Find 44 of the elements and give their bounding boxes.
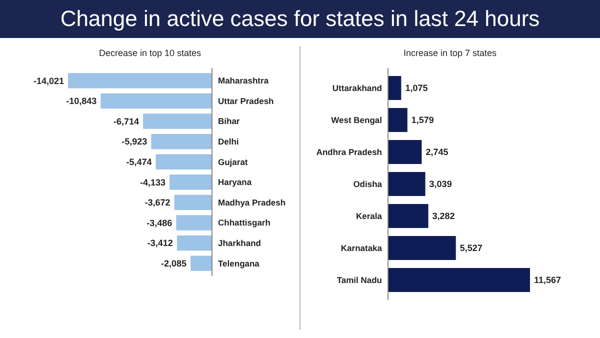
y-tick-label: Uttarakhand bbox=[332, 82, 382, 93]
y-tick-label: Delhi bbox=[218, 136, 239, 147]
y-tick-label: Tamil Nadu bbox=[336, 274, 382, 285]
y-tick-label: Madhya Pradesh bbox=[218, 197, 286, 208]
y-tick-label: Gujarat bbox=[218, 156, 248, 167]
y-tick-label: Odisha bbox=[353, 178, 382, 189]
data-label: -6,714 bbox=[114, 116, 140, 126]
data-label: 5,527 bbox=[460, 243, 482, 254]
data-label: 3,282 bbox=[432, 211, 455, 222]
bar bbox=[388, 76, 402, 100]
bar bbox=[388, 204, 428, 228]
bar bbox=[388, 108, 408, 132]
y-tick-label: Andhra Pradesh bbox=[316, 146, 382, 157]
y-tick-label: Kerala bbox=[356, 210, 382, 221]
data-label: 2,745 bbox=[426, 147, 448, 158]
y-tick-label: Haryana bbox=[218, 177, 252, 188]
data-label: 1,579 bbox=[411, 115, 434, 126]
bar bbox=[388, 268, 530, 292]
chart-subtitle: Increase in top 7 states bbox=[403, 48, 498, 58]
data-label: -3,412 bbox=[147, 238, 173, 248]
data-label: -5,923 bbox=[122, 136, 148, 147]
data-label: -2,085 bbox=[161, 258, 187, 268]
y-tick-label: Telengana bbox=[218, 258, 260, 268]
data-label: 3,039 bbox=[429, 179, 452, 190]
y-tick-label: Chhattisgarh bbox=[218, 218, 270, 228]
data-label: -4,133 bbox=[140, 177, 166, 188]
data-label: -3,486 bbox=[146, 218, 172, 228]
y-tick-label: West Bengal bbox=[331, 114, 382, 125]
y-tick-label: Karnataka bbox=[340, 242, 382, 253]
data-label: -3,672 bbox=[144, 198, 170, 208]
data-label: -10,843 bbox=[66, 96, 97, 106]
data-label: -14,021 bbox=[33, 76, 64, 86]
y-tick-label: Jharkhand bbox=[218, 238, 261, 248]
y-tick-label: Maharashtra bbox=[218, 76, 269, 86]
bar bbox=[388, 140, 422, 164]
data-label: 1,075 bbox=[405, 83, 428, 94]
data-label: -5,474 bbox=[126, 157, 152, 168]
bar bbox=[388, 236, 456, 260]
y-tick-label: Uttar Pradesh bbox=[218, 96, 274, 106]
text: Change in active cases for states in last 24 hours bbox=[60, 6, 540, 31]
chart-subtitle: Decrease in top 10 states bbox=[98, 48, 202, 58]
data-label: 11,567 bbox=[534, 275, 562, 286]
y-tick-label: Bihar bbox=[218, 116, 240, 126]
bar bbox=[388, 172, 426, 196]
